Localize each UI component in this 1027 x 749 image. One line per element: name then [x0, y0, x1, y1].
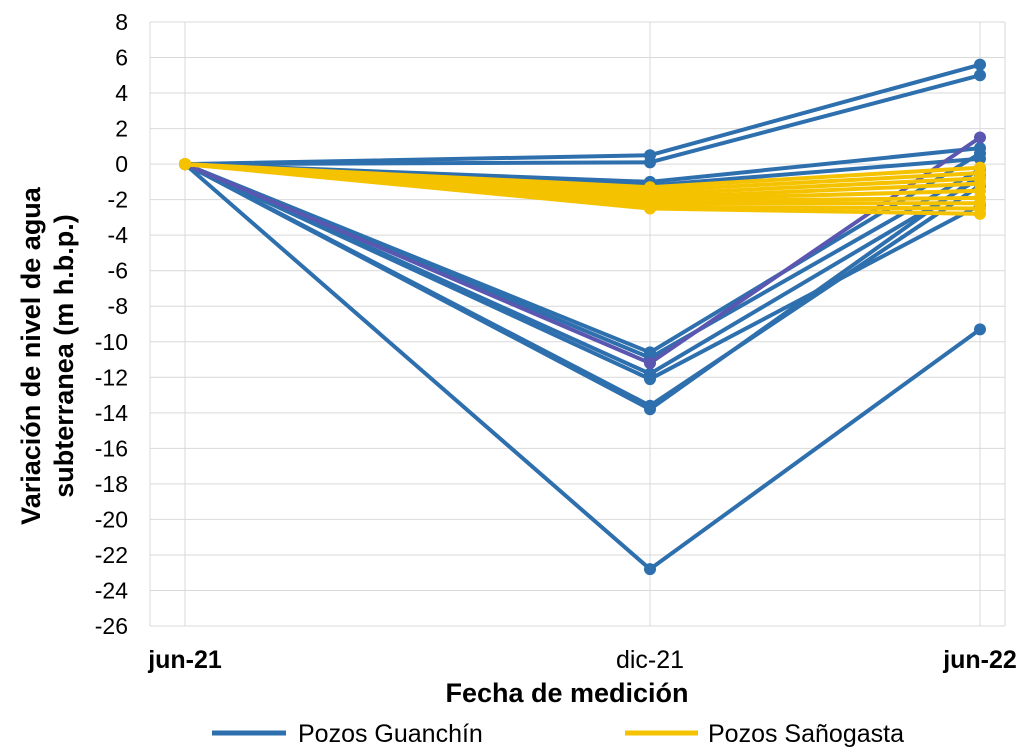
x-tick-label: jun-21	[147, 646, 222, 674]
data-point	[179, 158, 191, 171]
y-axis-title-line2: subterranea (m h.b.p.)	[49, 214, 79, 498]
y-tick-label: 2	[115, 116, 128, 142]
y-tick-label: -18	[95, 471, 128, 497]
y-tick-label: -12	[95, 364, 128, 390]
y-tick-label: 4	[115, 80, 128, 106]
y-tick-label: -14	[95, 400, 128, 426]
y-tick-label: -6	[108, 258, 128, 284]
y-tick-label: -24	[95, 577, 128, 603]
data-point	[644, 357, 656, 370]
gridlines	[149, 21, 1006, 627]
data-point	[644, 373, 656, 386]
y-tick-label: -8	[108, 293, 128, 319]
legend: Pozos Guanchín Pozos Sañogasta	[212, 720, 904, 748]
data-point	[974, 207, 986, 220]
x-tick-label: jun-22	[942, 646, 1017, 674]
y-axis-ticks: 8 6 4 2 0 -2 -4 -6 -8 -10 -12 -14 -16 -18 -20 -22 -24 -26	[95, 9, 128, 639]
data-point	[644, 202, 656, 215]
series-line	[179, 58, 986, 171]
y-tick-label: 8	[115, 9, 128, 35]
data-point	[974, 147, 986, 160]
legend-label-guanchin: Pozos Guanchín	[298, 720, 483, 748]
y-tick-label: -26	[95, 613, 128, 639]
legend-label-sanogasta: Pozos Sañogasta	[708, 720, 904, 748]
data-point	[974, 323, 986, 336]
y-tick-label: 6	[115, 45, 128, 71]
series-polyline	[184, 62, 981, 167]
y-tick-label: 0	[115, 151, 128, 177]
x-tick-label: dic-21	[616, 646, 684, 674]
series-lines	[179, 58, 986, 576]
data-point	[644, 403, 656, 416]
y-tick-label: -20	[95, 506, 128, 532]
y-tick-label: -16	[95, 435, 128, 461]
y-tick-label: -22	[95, 542, 128, 568]
data-point	[974, 131, 986, 144]
y-axis-title-line1: Variación de nivel de agua	[16, 186, 46, 525]
data-point	[974, 69, 986, 82]
y-tick-label: -10	[95, 329, 128, 355]
x-axis-title: Fecha de medición	[445, 678, 688, 708]
data-point	[644, 563, 656, 576]
data-point	[974, 58, 986, 71]
data-point	[644, 156, 656, 169]
y-tick-label: -4	[108, 222, 129, 248]
x-axis-ticks: jun-21 dic-21 jun-22	[147, 646, 1017, 674]
series-line	[179, 158, 986, 220]
y-tick-label: -2	[108, 187, 128, 213]
series-polyline	[184, 73, 981, 167]
